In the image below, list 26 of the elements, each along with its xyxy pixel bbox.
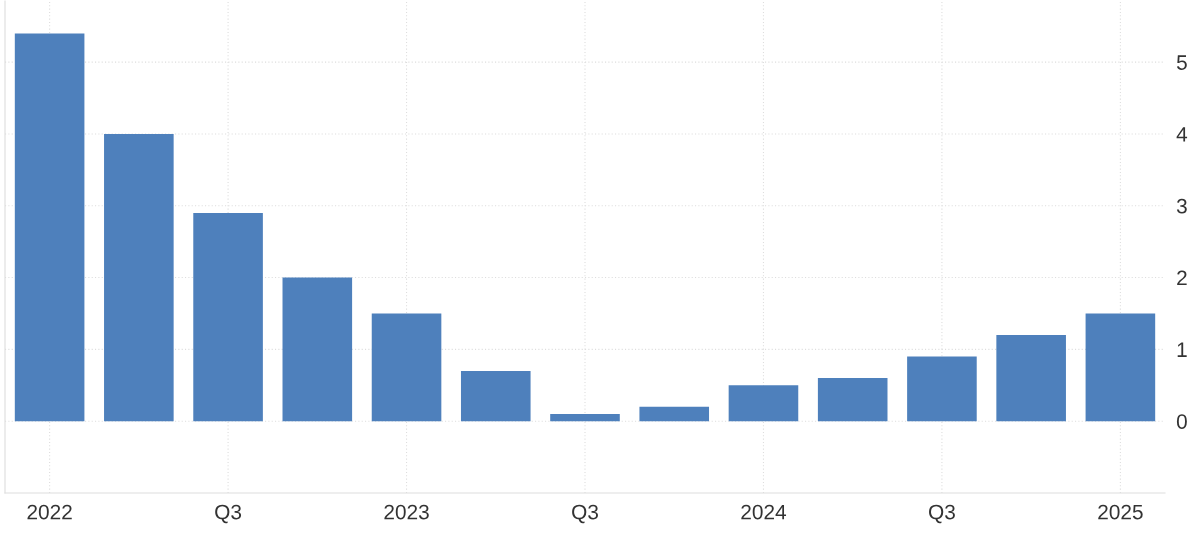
bar <box>996 335 1066 422</box>
bar <box>1085 313 1156 422</box>
x-tick-label: 2024 <box>741 504 787 520</box>
x-tick-label: 2025 <box>1098 504 1143 520</box>
bar <box>550 414 620 422</box>
y-tick-label: 1 <box>1177 342 1187 357</box>
bar <box>639 406 710 422</box>
x-tick-label: Q3 <box>572 504 598 524</box>
x-tick-label: 2022 <box>27 504 72 520</box>
x-tick-label: 2023 <box>384 504 429 520</box>
bar <box>371 313 442 422</box>
bar <box>104 133 174 422</box>
y-tick-label: 5 <box>1176 55 1187 70</box>
y-tick-label: 4 <box>1176 127 1188 142</box>
bar <box>193 212 263 422</box>
bar <box>282 277 353 422</box>
bar <box>907 356 977 422</box>
x-tick-label: Q3 <box>215 504 242 524</box>
y-tick-label: 0 <box>1176 414 1187 429</box>
bar <box>460 370 531 422</box>
y-tick-label: 3 <box>1176 198 1187 214</box>
y-tick-label: 2 <box>1177 270 1187 286</box>
bar <box>728 385 799 422</box>
bar <box>14 33 85 422</box>
x-tick-label: Q3 <box>929 504 955 524</box>
bar <box>817 378 888 422</box>
